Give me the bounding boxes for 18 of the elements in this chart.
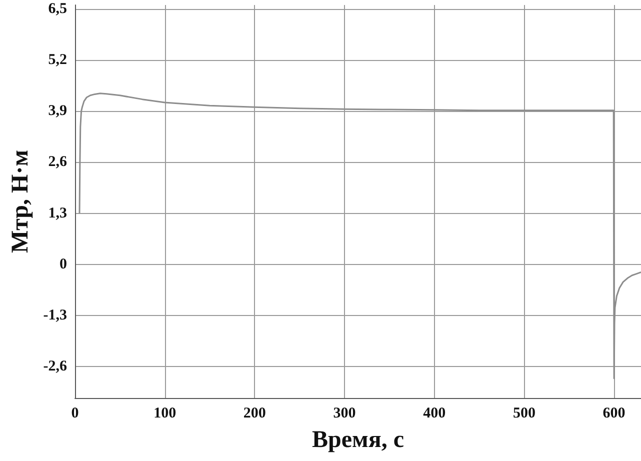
y-tick-label: 2,6	[48, 154, 68, 170]
x-axis-title: Время, с	[312, 427, 404, 453]
x-tick-label: 600	[602, 406, 626, 422]
x-tick-label: 300	[333, 406, 356, 422]
x-tick-label: 200	[243, 406, 266, 422]
y-tick-label: 3,9	[48, 103, 67, 120]
y-tick-label: 0	[60, 256, 67, 272]
x-tick-label: 400	[423, 406, 446, 422]
y-tick-label: -2,6	[43, 358, 68, 375]
y-tick-label: 6,5	[48, 0, 67, 17]
y-tick-label: 5,2	[48, 52, 67, 68]
line-series	[78, 92, 641, 380]
y-tick-label: -1,3	[43, 307, 67, 324]
x-tick-label: 0	[71, 406, 79, 422]
y-axis-title: Мтр, Н·м	[7, 150, 34, 254]
y-tick-label: 1,3	[48, 205, 67, 222]
x-tick-label: 500	[512, 406, 536, 422]
x-tick-label: 100	[154, 406, 176, 422]
